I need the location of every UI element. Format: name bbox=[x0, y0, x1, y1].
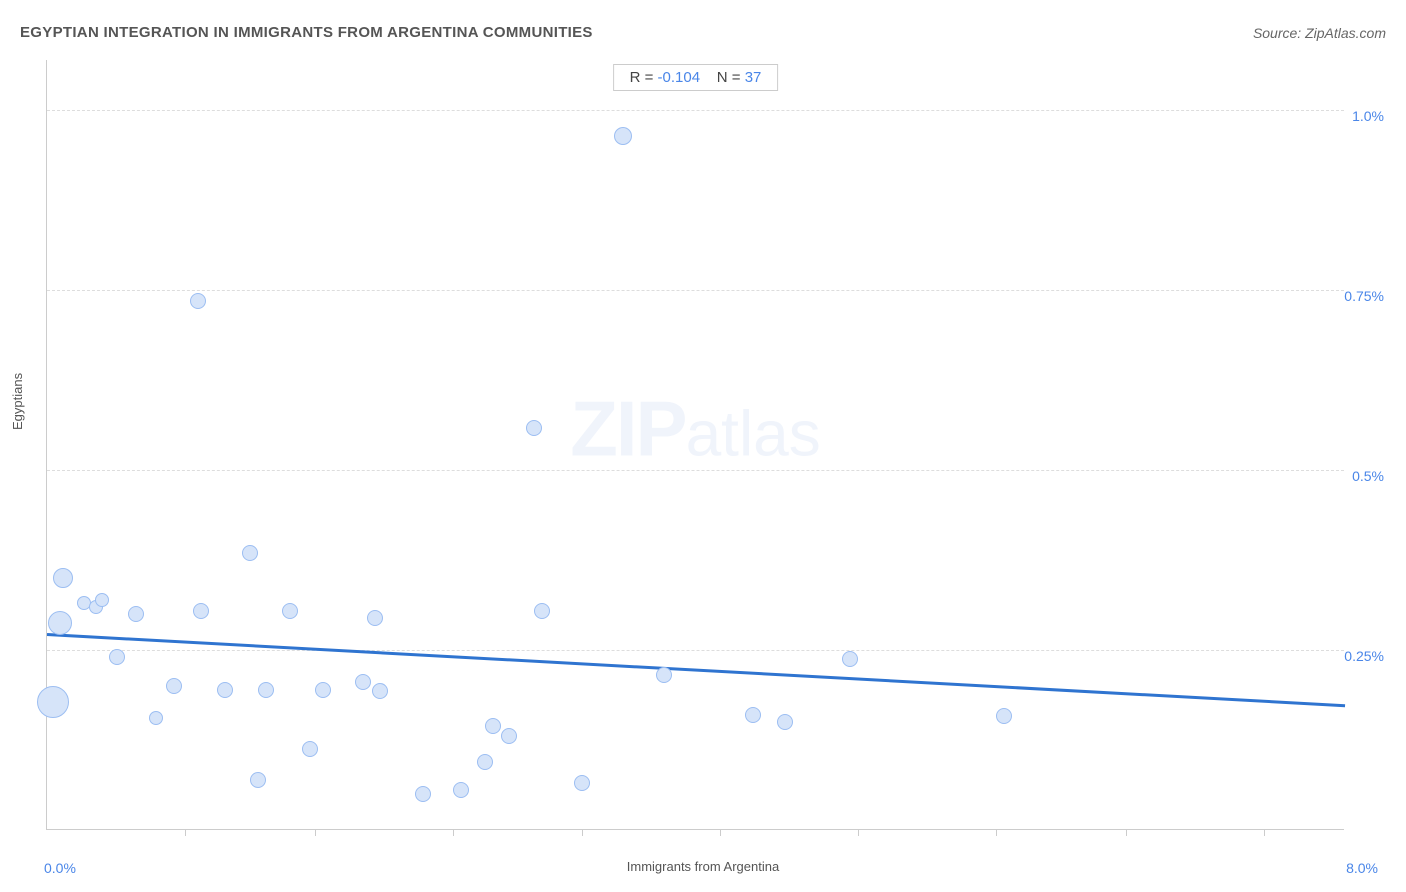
x-tick bbox=[996, 829, 997, 836]
data-point bbox=[37, 686, 69, 718]
data-point bbox=[193, 603, 209, 619]
y-tick-label: 0.5% bbox=[1352, 468, 1384, 484]
data-point bbox=[258, 682, 274, 698]
trend-line bbox=[47, 633, 1345, 707]
data-point bbox=[501, 728, 517, 744]
data-point bbox=[355, 674, 371, 690]
r-label: R = bbox=[630, 69, 654, 86]
y-axis-label: Egyptians bbox=[10, 373, 25, 430]
gridline bbox=[47, 470, 1344, 471]
x-axis-label: Immigrants from Argentina bbox=[0, 859, 1406, 874]
x-max-label: 8.0% bbox=[1346, 860, 1378, 876]
data-point bbox=[242, 545, 258, 561]
data-point bbox=[842, 651, 858, 667]
data-point bbox=[217, 682, 233, 698]
x-tick bbox=[582, 829, 583, 836]
data-point bbox=[485, 718, 501, 734]
x-tick bbox=[858, 829, 859, 836]
data-point bbox=[48, 611, 72, 635]
data-point bbox=[367, 610, 383, 626]
data-point bbox=[190, 293, 206, 309]
watermark: ZIPatlas bbox=[570, 384, 821, 475]
data-point bbox=[614, 127, 632, 145]
y-tick-label: 0.75% bbox=[1344, 288, 1384, 304]
chart-title: EGYPTIAN INTEGRATION IN IMMIGRANTS FROM … bbox=[20, 24, 593, 41]
stats-box: R = -0.104 N = 37 bbox=[613, 64, 779, 91]
chart-header: EGYPTIAN INTEGRATION IN IMMIGRANTS FROM … bbox=[20, 24, 1386, 41]
x-tick bbox=[453, 829, 454, 836]
data-point bbox=[656, 667, 672, 683]
data-point bbox=[95, 593, 109, 607]
data-point bbox=[996, 708, 1012, 724]
x-tick bbox=[720, 829, 721, 836]
x-tick bbox=[185, 829, 186, 836]
data-point bbox=[128, 606, 144, 622]
x-tick bbox=[1126, 829, 1127, 836]
data-point bbox=[250, 772, 266, 788]
data-point bbox=[526, 420, 542, 436]
scatter-plot-area: ZIPatlas R = -0.104 N = 37 bbox=[46, 60, 1344, 830]
n-label: N = bbox=[717, 69, 741, 86]
data-point bbox=[745, 707, 761, 723]
data-point bbox=[534, 603, 550, 619]
x-tick bbox=[315, 829, 316, 836]
data-point bbox=[302, 741, 318, 757]
r-value: -0.104 bbox=[658, 69, 701, 86]
watermark-small: atlas bbox=[686, 398, 821, 470]
data-point bbox=[315, 682, 331, 698]
gridline bbox=[47, 650, 1344, 651]
source-attribution: Source: ZipAtlas.com bbox=[1253, 25, 1386, 41]
n-value: 37 bbox=[745, 69, 762, 86]
data-point bbox=[166, 678, 182, 694]
data-point bbox=[109, 649, 125, 665]
y-tick-label: 0.25% bbox=[1344, 648, 1384, 664]
x-origin-label: 0.0% bbox=[44, 860, 76, 876]
gridline bbox=[47, 290, 1344, 291]
data-point bbox=[574, 775, 590, 791]
data-point bbox=[282, 603, 298, 619]
x-tick bbox=[1264, 829, 1265, 836]
data-point bbox=[453, 782, 469, 798]
data-point bbox=[372, 683, 388, 699]
data-point bbox=[477, 754, 493, 770]
data-point bbox=[415, 786, 431, 802]
data-point bbox=[53, 568, 73, 588]
watermark-big: ZIP bbox=[570, 385, 685, 473]
gridline bbox=[47, 110, 1344, 111]
y-tick-label: 1.0% bbox=[1352, 108, 1384, 124]
data-point bbox=[149, 711, 163, 725]
data-point bbox=[777, 714, 793, 730]
